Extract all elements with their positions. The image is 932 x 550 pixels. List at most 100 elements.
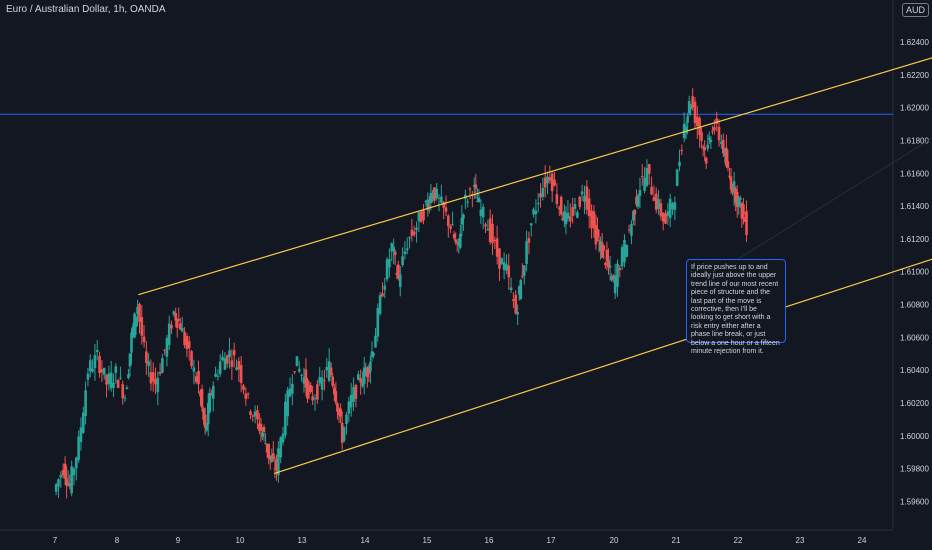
candle-body — [536, 203, 540, 205]
candle-body — [54, 484, 58, 492]
candle-body — [109, 372, 113, 389]
candle-body — [632, 211, 635, 221]
candle-body — [509, 287, 513, 291]
lower-trend-line[interactable] — [273, 223, 932, 475]
candle-body — [256, 410, 259, 420]
candle-body — [668, 198, 672, 218]
candle-body — [476, 200, 479, 202]
candle-body — [643, 177, 646, 191]
candle-body — [230, 360, 234, 367]
candle-body — [543, 177, 547, 188]
candle-body — [481, 206, 485, 218]
candle-body — [548, 177, 552, 181]
candle-body — [403, 251, 407, 255]
candle-body — [134, 316, 138, 328]
candle-body — [627, 229, 631, 231]
candle-body — [372, 352, 375, 356]
candle-body — [273, 468, 277, 470]
candle-body — [701, 146, 705, 148]
candle-body — [311, 396, 314, 401]
candle-body — [253, 411, 257, 417]
candle-body — [362, 367, 366, 384]
candle-body — [640, 175, 644, 177]
y-tick-label: 1.61400 — [900, 202, 929, 211]
candle-body — [525, 241, 528, 264]
candle-body — [359, 378, 362, 383]
candle-body — [573, 204, 577, 209]
candle-body — [395, 272, 399, 275]
candle-body — [706, 144, 710, 149]
candle-body — [114, 366, 118, 373]
candle-body — [59, 474, 63, 478]
candle-body — [378, 295, 382, 314]
candle-body — [717, 126, 721, 141]
candle-body — [495, 238, 499, 257]
candle-body — [507, 265, 511, 278]
candle-body — [693, 101, 697, 124]
y-tick-label: 1.62000 — [900, 104, 929, 113]
x-tick-label: 9 — [176, 536, 181, 545]
y-tick-label: 1.59600 — [900, 497, 929, 506]
candle-body — [281, 433, 285, 443]
candle-body — [687, 101, 691, 114]
candle-body — [635, 196, 638, 205]
candle-body — [249, 411, 252, 415]
candle-body — [125, 387, 129, 390]
candle-body — [91, 368, 94, 372]
candle-body — [415, 227, 418, 231]
candle-body — [675, 169, 679, 186]
x-tick-label: 7 — [53, 536, 58, 545]
y-tick-label: 1.60800 — [900, 301, 929, 310]
candle-body — [112, 382, 115, 388]
candle-body — [564, 213, 568, 225]
x-tick-label: 10 — [236, 536, 245, 545]
candle-body — [352, 387, 355, 402]
candle-body — [267, 443, 270, 458]
candle-body — [307, 388, 311, 390]
candle-body — [424, 201, 428, 203]
candle-body — [429, 192, 433, 204]
candle-body — [742, 204, 745, 215]
candle-body — [449, 226, 452, 229]
candle-body — [576, 212, 579, 218]
candle-body — [431, 194, 434, 200]
candle-body — [337, 408, 341, 416]
candle-body — [578, 196, 582, 207]
candle-body — [127, 374, 130, 379]
candle-body — [133, 313, 136, 338]
candle-body — [318, 377, 322, 384]
candle-body — [740, 203, 744, 219]
candle-body — [385, 259, 389, 280]
candle-body — [571, 207, 574, 217]
candle-body — [444, 207, 448, 212]
candle-body — [121, 384, 125, 399]
candle-body — [339, 408, 342, 417]
candle-body — [246, 393, 250, 395]
currency-badge[interactable]: AUD — [902, 3, 930, 17]
candle-body — [488, 218, 492, 243]
candle-body — [138, 304, 141, 322]
candle-body — [691, 96, 694, 108]
trade-annotation-callout[interactable]: If price pushes up to and ideally just a… — [686, 259, 786, 355]
candle-body — [70, 466, 73, 494]
upper-trend-line[interactable] — [138, 29, 932, 296]
candle-body — [611, 275, 615, 279]
x-tick-label: 23 — [796, 536, 805, 545]
x-tick-label: 8 — [115, 536, 120, 545]
y-tick-label: 1.60200 — [900, 399, 929, 408]
candle-body — [107, 373, 111, 385]
candle-body — [630, 224, 633, 236]
candle-body — [367, 366, 371, 374]
candle-body — [607, 260, 610, 268]
candle-body — [527, 238, 531, 243]
candle-body — [405, 248, 409, 251]
candle-body — [460, 217, 464, 225]
candle-body — [442, 201, 445, 208]
candle-body — [462, 214, 465, 219]
y-tick-label: 1.61600 — [900, 169, 929, 178]
candle-body — [251, 415, 255, 417]
candle-body — [98, 355, 101, 374]
candle-body — [412, 231, 416, 235]
candle-body — [715, 118, 718, 124]
